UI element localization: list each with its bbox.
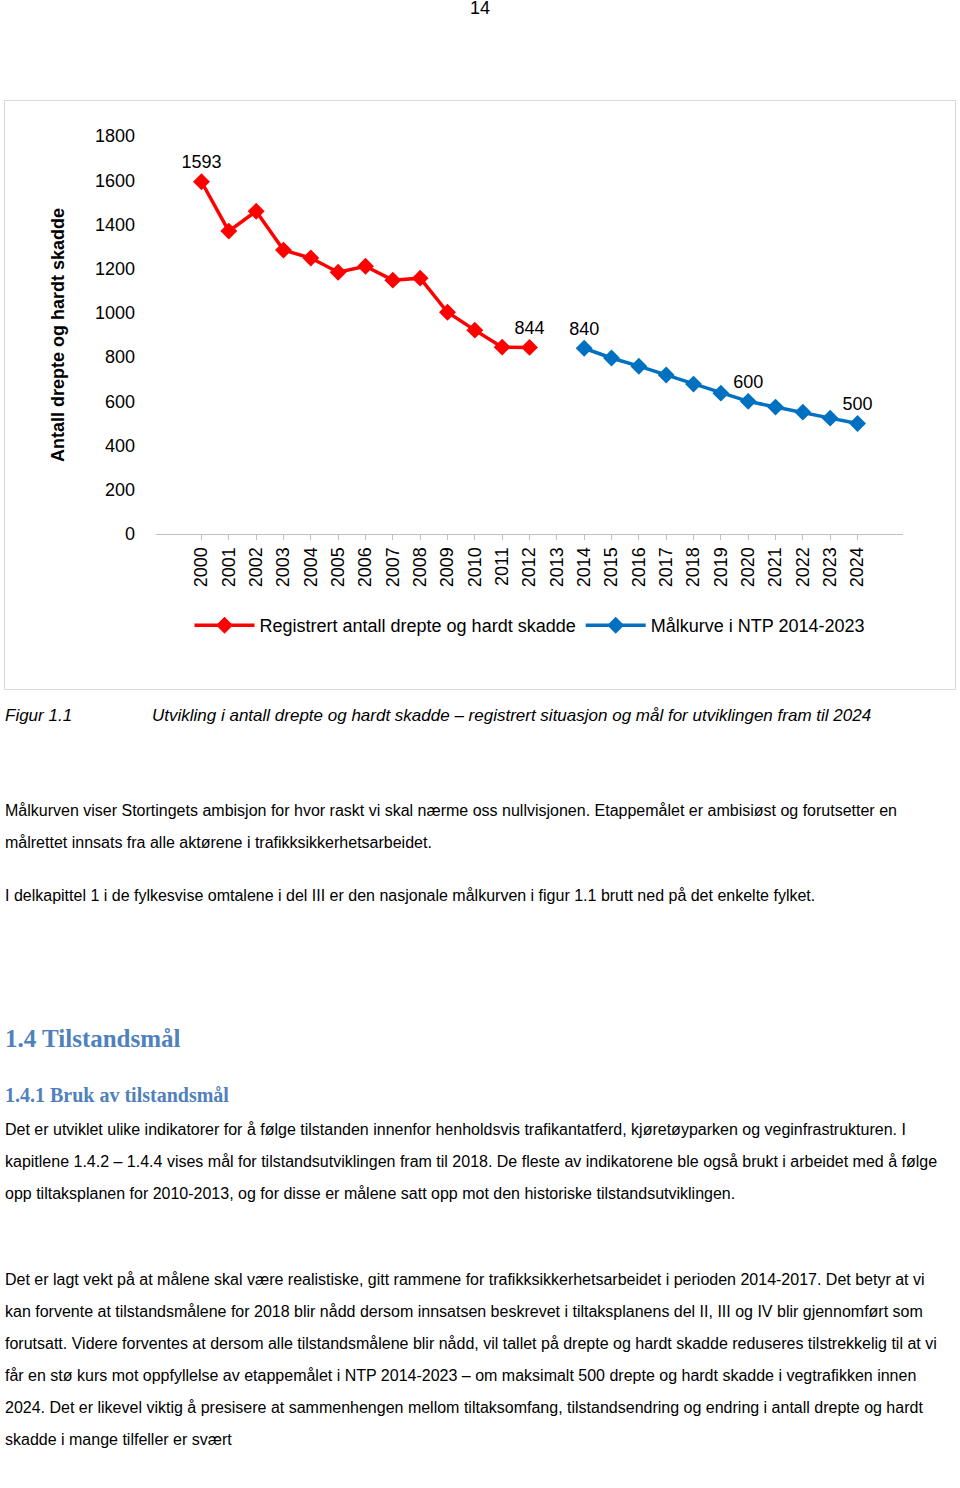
svg-text:2011: 2011 <box>492 547 512 586</box>
html-text:I delkapittel 1 i de fylkesvis: I delkapittel 1 i de fylkesvise omtalene… <box>5 887 816 904</box>
html-text:Utvikling i antall drepte og h: Utvikling i antall drepte og hardt skadd… <box>152 706 872 725</box>
svg-text:400: 400 <box>105 436 135 456</box>
svg-text:2006: 2006 <box>355 547 375 587</box>
svg-text:2016: 2016 <box>629 547 649 587</box>
svg-text:Registrert antall drepte og ha: Registrert antall drepte og hardt skadde <box>260 616 576 636</box>
svg-text:2020: 2020 <box>738 547 758 587</box>
svg-text:1000: 1000 <box>95 303 135 323</box>
svg-text:2005: 2005 <box>328 547 348 587</box>
svg-text:600: 600 <box>105 392 135 412</box>
html-text:Målkurven viser Stortingets am: Målkurven viser Stortingets ambisjon for… <box>5 802 897 851</box>
svg-text:2022: 2022 <box>793 547 813 587</box>
svg-text:500: 500 <box>843 394 873 414</box>
svg-text:2004: 2004 <box>301 547 321 587</box>
svg-text:2009: 2009 <box>437 547 457 587</box>
html-text:1.4.1 Bruk av tilstandsmål: 1.4.1 Bruk av tilstandsmål <box>5 1084 229 1106</box>
svg-text:2023: 2023 <box>820 547 840 587</box>
svg-text:Antall drepte og hardt skadde: Antall drepte og hardt skadde <box>48 208 68 462</box>
svg-text:1600: 1600 <box>95 171 135 191</box>
svg-text:1400: 1400 <box>95 215 135 235</box>
svg-text:2001: 2001 <box>219 547 239 587</box>
svg-text:2019: 2019 <box>711 547 731 587</box>
svg-text:1800: 1800 <box>95 126 135 146</box>
svg-text:Målkurve i NTP 2014-2023: Målkurve i NTP 2014-2023 <box>651 616 865 636</box>
svg-text:2017: 2017 <box>656 547 676 587</box>
svg-text:2012: 2012 <box>519 547 539 587</box>
html-text:Figur 1.1: Figur 1.1 <box>5 706 73 725</box>
svg-text:2021: 2021 <box>765 547 785 587</box>
svg-text:2018: 2018 <box>683 547 703 587</box>
html-text:1.4 Tilstandsmål: 1.4 Tilstandsmål <box>5 1025 181 1052</box>
svg-text:2010: 2010 <box>465 547 485 587</box>
svg-text:2024: 2024 <box>847 547 867 587</box>
svg-text:2002: 2002 <box>246 547 266 587</box>
svg-text:2007: 2007 <box>383 547 403 587</box>
svg-text:1593: 1593 <box>181 152 221 172</box>
svg-text:2014: 2014 <box>574 547 594 587</box>
svg-text:2008: 2008 <box>410 547 430 587</box>
html-text:Det er lagt vekt på at målene: Det er lagt vekt på at målene skal være … <box>5 1271 937 1448</box>
svg-text:840: 840 <box>569 319 599 339</box>
svg-text:200: 200 <box>105 480 135 500</box>
svg-text:2015: 2015 <box>601 547 621 587</box>
html-text:Det er utviklet ulike indikato: Det er utviklet ulike indikatorer for å … <box>5 1121 938 1202</box>
svg-text:2003: 2003 <box>273 547 293 587</box>
svg-text:800: 800 <box>105 347 135 367</box>
svg-text:2013: 2013 <box>547 547 567 587</box>
svg-text:2000: 2000 <box>191 547 211 587</box>
svg-text:844: 844 <box>514 318 544 338</box>
svg-text:1200: 1200 <box>95 259 135 279</box>
svg-text:0: 0 <box>125 524 135 544</box>
svg-text:600: 600 <box>733 372 763 392</box>
